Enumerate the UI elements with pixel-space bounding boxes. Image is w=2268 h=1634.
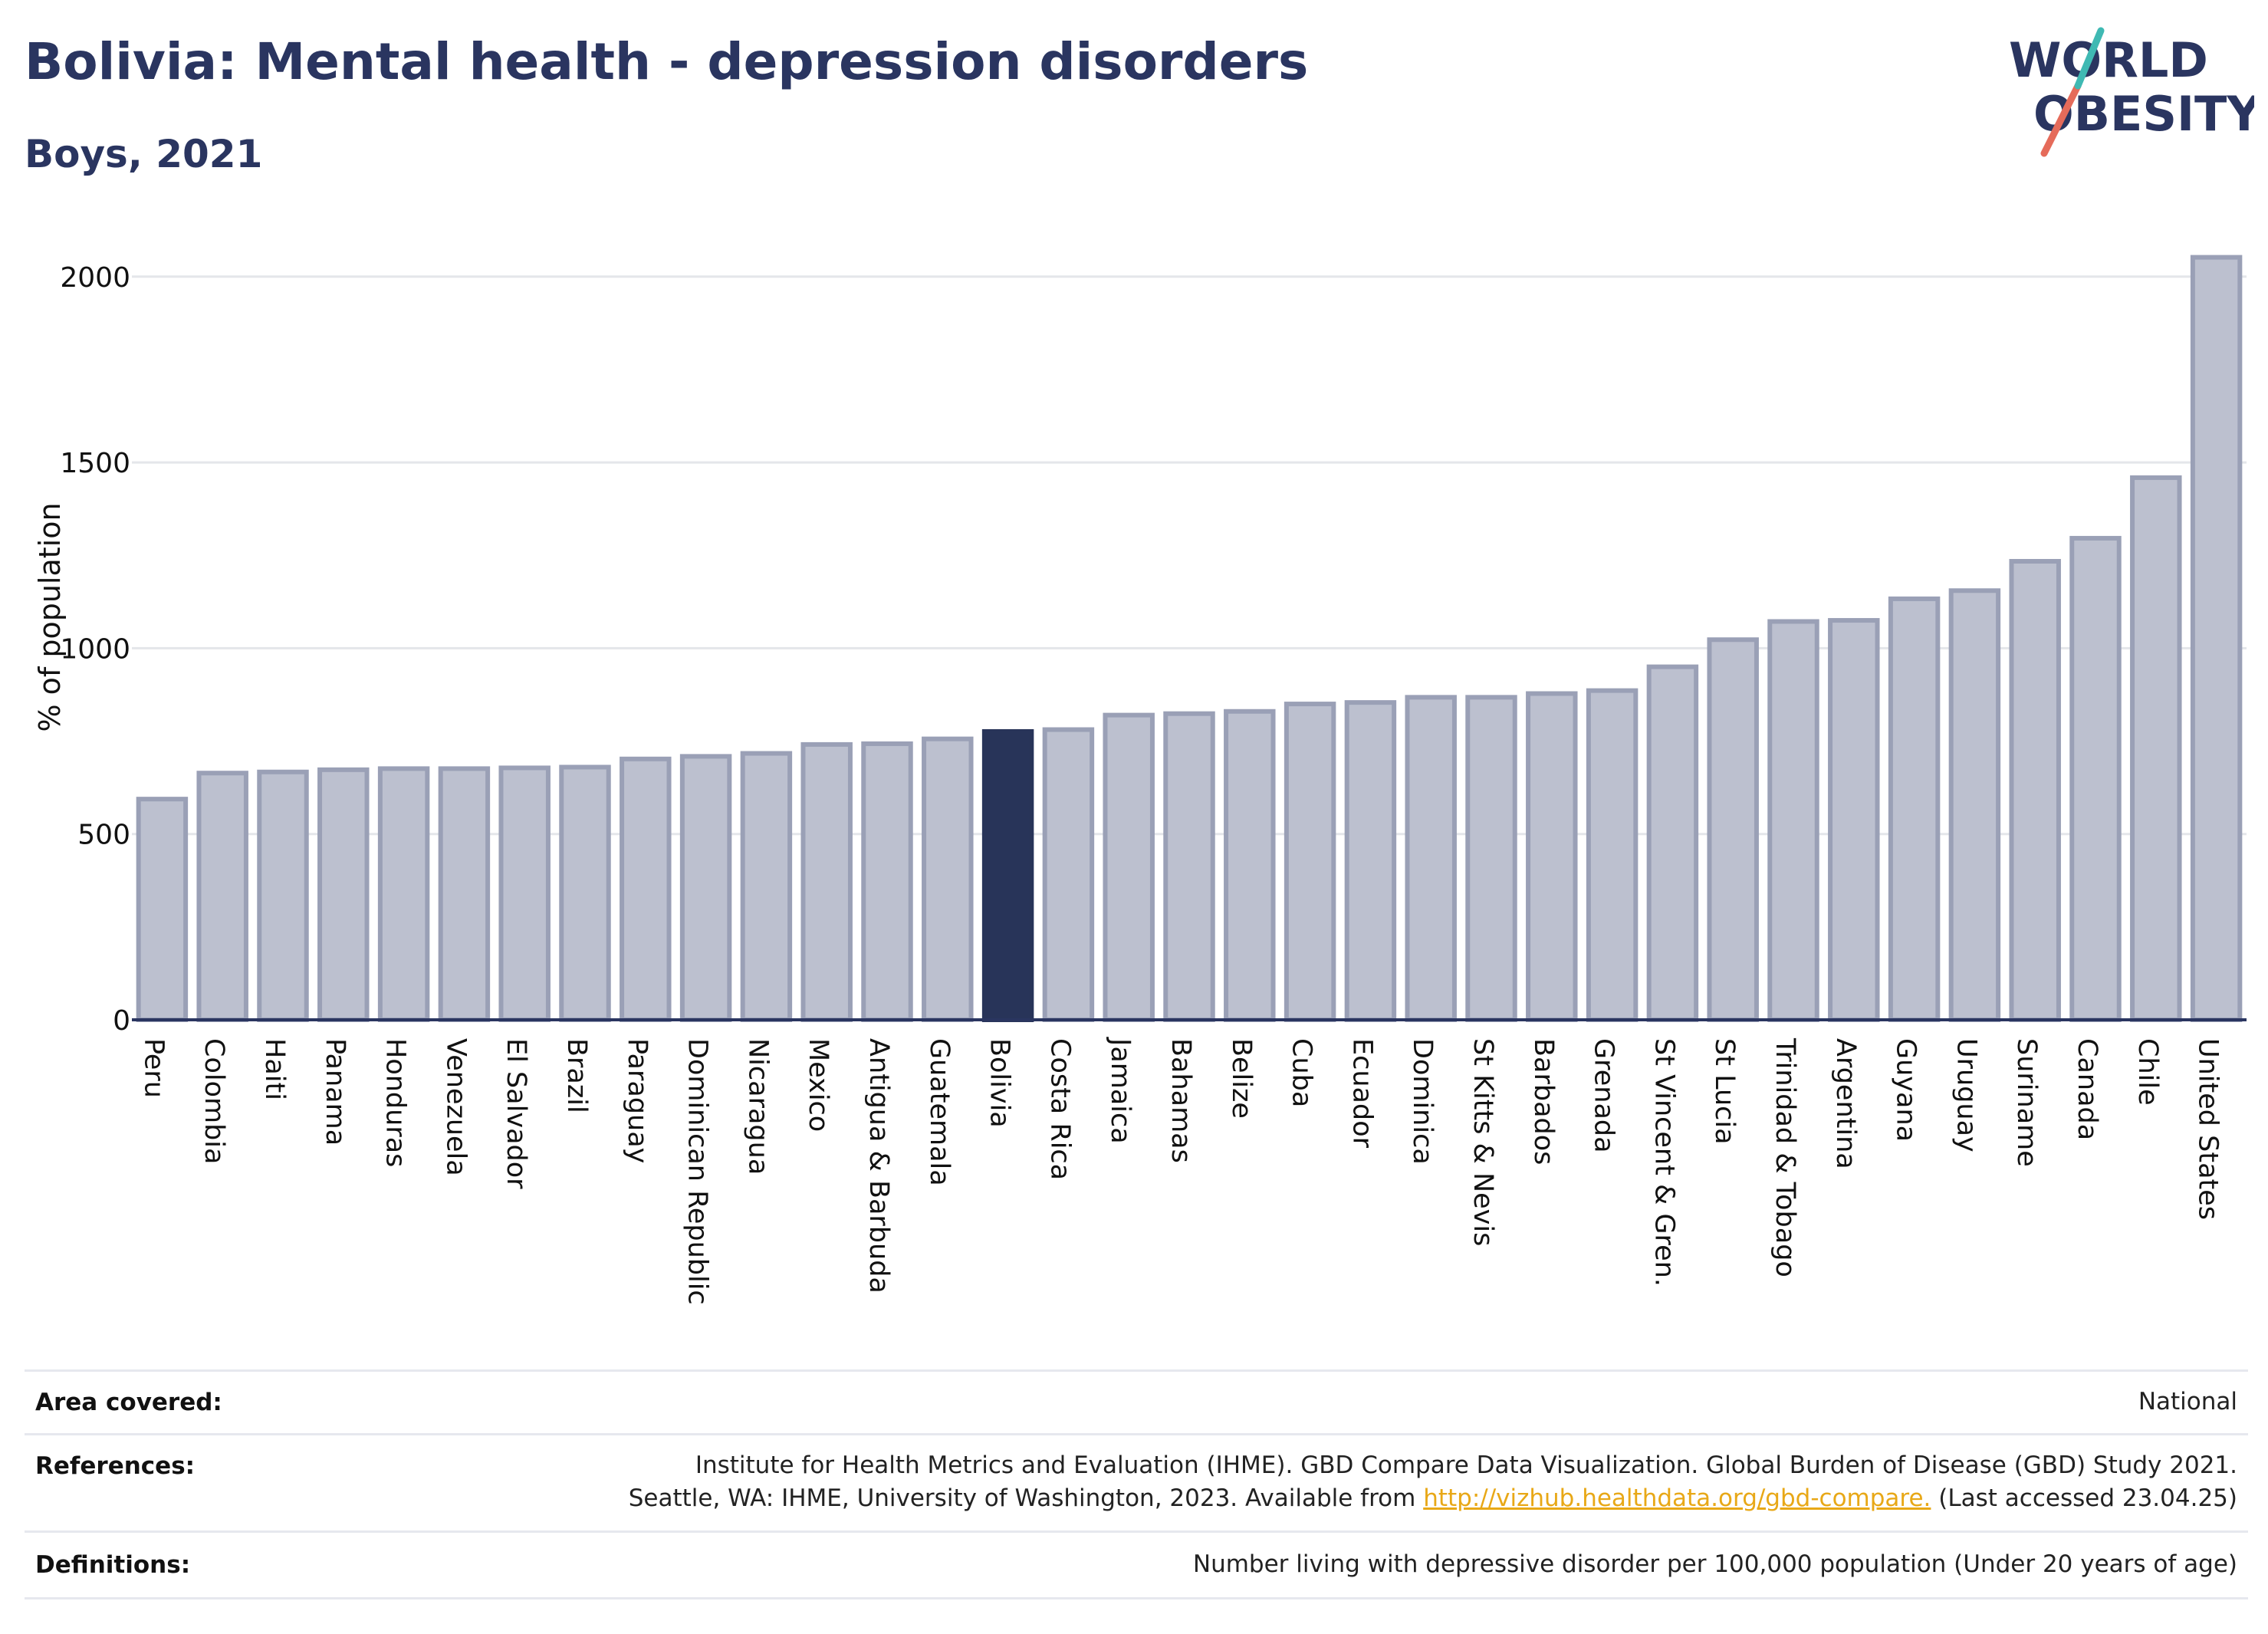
y-tick-label: 1000	[60, 633, 130, 665]
x-tick-label: Guyana	[1891, 1038, 1921, 1142]
x-tick-label: Ecuador	[1346, 1038, 1377, 1149]
references-value: Institute for Health Metrics and Evaluat…	[629, 1449, 2237, 1515]
bar-canada	[2069, 535, 2122, 1022]
axes: 0 500 1000 1500 2000 Peru Colombia Haiti Panama H…	[60, 262, 2247, 1305]
bar-colombia	[196, 771, 248, 1022]
x-tick-label: Uruguay	[1951, 1038, 1981, 1152]
bar-trinidad-tobago	[1767, 619, 1819, 1022]
definitions-value: Number living with depressive disorder p…	[1192, 1550, 2237, 1578]
bar-panama	[317, 767, 370, 1022]
area-covered-value: National	[2138, 1388, 2237, 1415]
bar-brazil	[559, 764, 611, 1022]
bar-el-salvador	[498, 765, 551, 1023]
bar-mexico	[800, 741, 853, 1023]
x-tick-label: El Salvador	[501, 1038, 531, 1189]
references-line1: Institute for Health Metrics and Evaluat…	[695, 1452, 2237, 1479]
x-tick-label: Colombia	[199, 1038, 229, 1164]
footer-row-references: References: Institute for Health Metrics…	[25, 1433, 2248, 1530]
bar-guatemala	[922, 736, 974, 1023]
bar-ecuador	[1344, 700, 1397, 1023]
x-tick-label: Bolivia	[984, 1038, 1015, 1128]
bar-chile	[2130, 475, 2182, 1022]
y-tick-label: 0	[113, 1005, 130, 1037]
bar-belize	[1224, 709, 1276, 1022]
bar-haiti	[257, 769, 309, 1022]
x-tick-label: Guatemala	[924, 1038, 955, 1186]
references-link[interactable]: http://vizhub.healthdata.org/gbd-compare…	[1423, 1484, 1931, 1512]
bar-grenada	[1586, 688, 1639, 1023]
x-tick-label: St Kitts & Nevis	[1468, 1038, 1498, 1246]
chart-title: Bolivia: Mental health - depression diso…	[25, 32, 1309, 91]
bar-uruguay	[1948, 588, 2001, 1022]
references-line2: Seattle, WA: IHME, University of Washing…	[629, 1482, 2237, 1515]
bar-peru	[136, 797, 189, 1022]
bar-dominica	[1405, 695, 1457, 1022]
y-axis-label: % of population	[33, 502, 67, 732]
footer-row-definitions: Definitions: Number living with depressi…	[25, 1530, 2248, 1599]
bar-costa-rica	[1042, 727, 1095, 1022]
x-tick-label: Suriname	[2011, 1038, 2042, 1167]
x-tick-label: Costa Rica	[1044, 1038, 1075, 1180]
bar-argentina	[1828, 618, 1880, 1022]
x-tick-label: Grenada	[1589, 1038, 1619, 1153]
bar-suriname	[2009, 558, 2061, 1022]
x-tick-label: Bahamas	[1165, 1038, 1196, 1163]
x-tick-label: Argentina	[1830, 1038, 1861, 1169]
bar-nicaragua	[740, 751, 793, 1022]
x-tick-label: Jamaica	[1105, 1037, 1136, 1144]
x-tick-label: Antigua & Barbuda	[863, 1038, 894, 1294]
y-tick-label: 2000	[60, 262, 130, 294]
references-label: References:	[35, 1452, 196, 1480]
bar-bolivia	[981, 728, 1034, 1022]
x-tick-label: Nicaragua	[742, 1038, 773, 1175]
bar-antigua-barbuda	[861, 741, 913, 1023]
references-line2-pre: Seattle, WA: IHME, University of Washing…	[628, 1484, 1416, 1512]
footer-table: Area covered: National References: Insti…	[25, 1369, 2248, 1599]
chart-subtitle: Boys, 2021	[25, 132, 263, 176]
x-tick-label: Paraguay	[622, 1038, 652, 1163]
x-tick-label: St Vincent & Gren.	[1648, 1038, 1679, 1287]
x-tick-label: Barbados	[1528, 1038, 1559, 1165]
footer-row-area: Area covered: National	[25, 1369, 2248, 1433]
x-tick-label: Trinidad & Tobago	[1770, 1037, 1800, 1277]
logo-line1: WORLD	[2009, 32, 2208, 88]
world-obesity-logo: WORLD OBESITY	[2009, 27, 2254, 157]
x-tick-label: Belize	[1226, 1038, 1257, 1119]
x-tick-label: St Lucia	[1709, 1038, 1740, 1145]
y-tick-label: 1500	[60, 448, 130, 479]
bar-st-kitts-nevis	[1465, 695, 1517, 1022]
bars	[136, 255, 2243, 1023]
bar-bahamas	[1163, 711, 1215, 1023]
bar-guyana	[1888, 596, 1941, 1022]
bar-chart: 0 500 1000 1500 2000 Peru Colombia Haiti Panama H…	[33, 255, 2247, 1305]
bar-honduras	[377, 766, 430, 1023]
bar-venezuela	[438, 766, 491, 1023]
area-covered-label: Area covered:	[35, 1389, 222, 1416]
x-tick-label: Chile	[2132, 1038, 2163, 1106]
x-tick-label: Brazil	[561, 1038, 592, 1113]
x-tick-label: Honduras	[380, 1038, 411, 1167]
x-tick-label: Mexico	[803, 1038, 833, 1132]
bar-barbados	[1526, 691, 1578, 1022]
bar-st-vincent-gren-	[1646, 664, 1699, 1022]
x-tick-label: Canada	[2072, 1038, 2102, 1140]
bar-jamaica	[1103, 712, 1155, 1022]
x-tick-label: Venezuela	[440, 1038, 471, 1176]
bar-united-states	[2190, 255, 2243, 1023]
references-line2-post: (Last accessed 23.04.25)	[1938, 1484, 2237, 1512]
bar-st-lucia	[1707, 637, 1759, 1022]
x-tick-label: United States	[2193, 1038, 2224, 1220]
x-tick-label: Dominica	[1407, 1038, 1438, 1165]
x-tick-label: Cuba	[1287, 1038, 1317, 1107]
bar-cuba	[1284, 702, 1336, 1022]
bar-paraguay	[620, 756, 672, 1022]
definitions-label: Definitions:	[35, 1551, 191, 1579]
x-tick-label: Peru	[138, 1038, 169, 1098]
y-tick-label: 500	[77, 820, 130, 851]
x-tick-label: Panama	[320, 1038, 350, 1146]
x-tick-label: Haiti	[259, 1038, 290, 1100]
x-tick-label: Dominican Republic	[682, 1038, 713, 1305]
bar-dominican-republic	[679, 754, 732, 1023]
